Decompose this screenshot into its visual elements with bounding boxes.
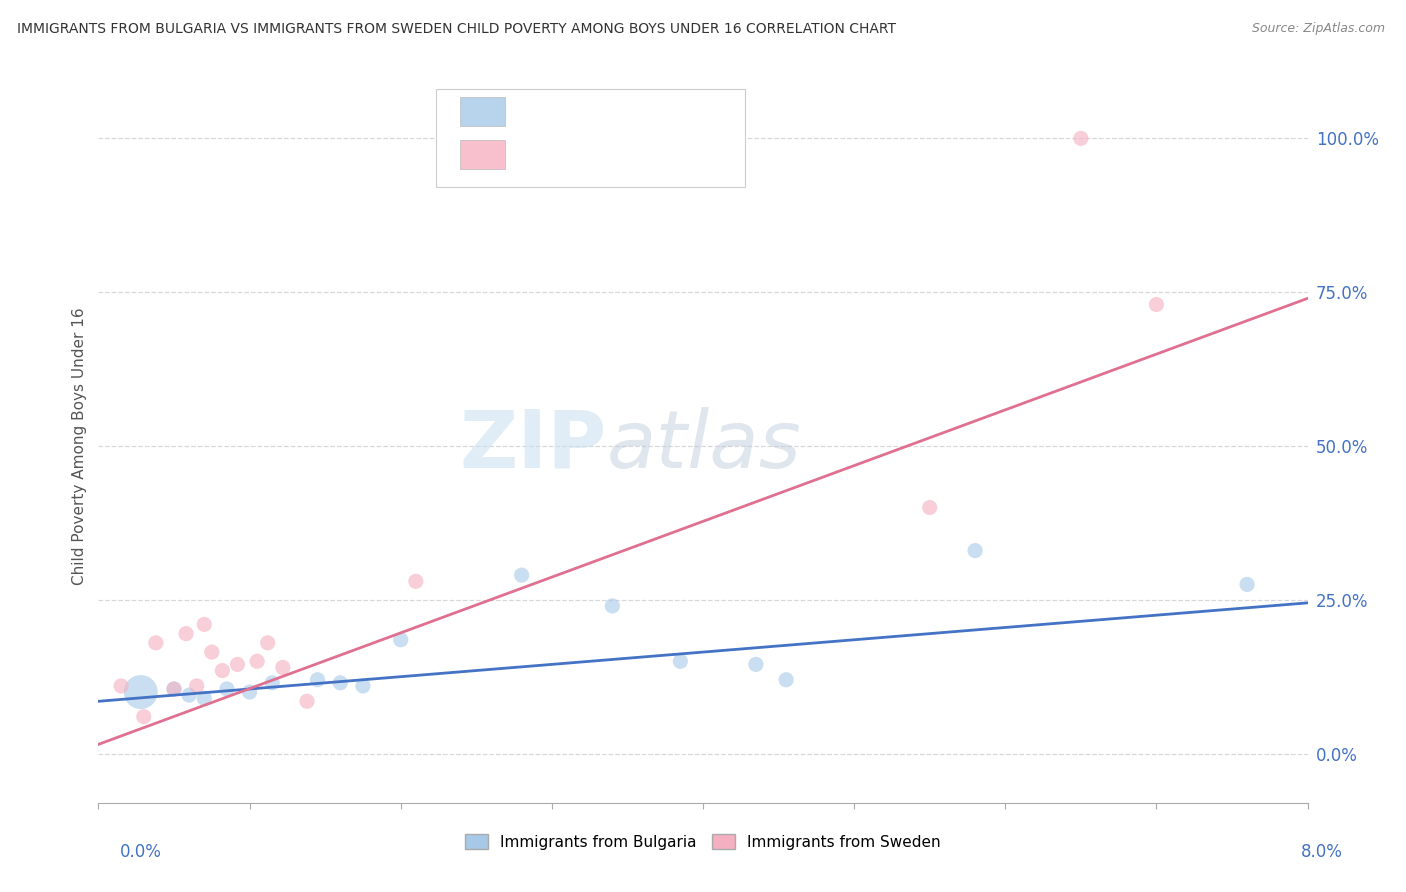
Text: 8.0%: 8.0% [1301,843,1343,861]
Point [110,679,132,693]
Point [307,673,329,687]
Point [226,657,249,672]
Point [186,679,208,693]
Point [211,664,233,678]
Point [129,685,152,699]
Point [201,645,224,659]
Point [246,654,269,668]
Point [775,673,797,687]
Point [215,681,238,696]
Point [965,543,987,558]
Text: R = 0.438   N = 18: R = 0.438 N = 18 [516,103,673,120]
Text: atlas: atlas [606,407,801,485]
Point [602,599,624,613]
Point [193,691,215,706]
Point [389,632,412,647]
Point [352,679,374,693]
Text: ZIP: ZIP [458,407,606,485]
Point [145,636,167,650]
Legend: Immigrants from Bulgaria, Immigrants from Sweden: Immigrants from Bulgaria, Immigrants fro… [458,828,948,855]
Point [1070,131,1092,145]
Point [329,676,352,690]
Point [193,617,215,632]
Point [163,681,186,696]
Text: Source: ZipAtlas.com: Source: ZipAtlas.com [1251,22,1385,36]
Text: IMMIGRANTS FROM BULGARIA VS IMMIGRANTS FROM SWEDEN CHILD POVERTY AMONG BOYS UNDE: IMMIGRANTS FROM BULGARIA VS IMMIGRANTS F… [17,22,896,37]
Text: 0.0%: 0.0% [120,843,162,861]
Point [1236,577,1258,591]
Y-axis label: Child Poverty Among Boys Under 16: Child Poverty Among Boys Under 16 [72,307,87,585]
Text: R = 0.798   N = 18: R = 0.798 N = 18 [516,145,673,163]
Point [174,626,197,640]
Point [405,574,427,589]
Point [256,636,278,650]
Point [918,500,941,515]
Point [163,681,186,696]
Point [271,660,294,674]
Point [179,688,201,702]
Point [745,657,768,672]
Point [1146,297,1168,311]
Point [669,654,692,668]
Point [510,568,533,582]
Point [295,694,318,708]
Point [262,676,284,690]
Point [239,685,262,699]
Point [132,709,155,723]
